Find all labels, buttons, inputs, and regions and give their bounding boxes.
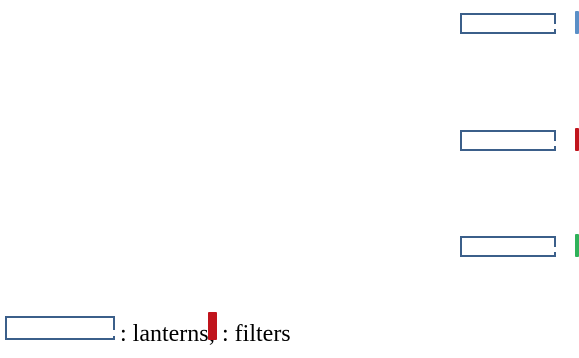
legend: : lanterns; : filters [0,312,579,358]
legend-filter-label: : filters [222,321,291,347]
lantern-2 [460,130,556,151]
lantern-1 [460,13,556,34]
filter-2-red [575,128,579,151]
lantern-3 [460,236,556,257]
legend-lantern-swatch [5,316,115,340]
legend-lantern-label: : lanterns; [120,321,216,347]
filter-1-blue [575,11,579,34]
filter-3-green [575,234,579,257]
legend-filter-swatch [208,312,217,340]
